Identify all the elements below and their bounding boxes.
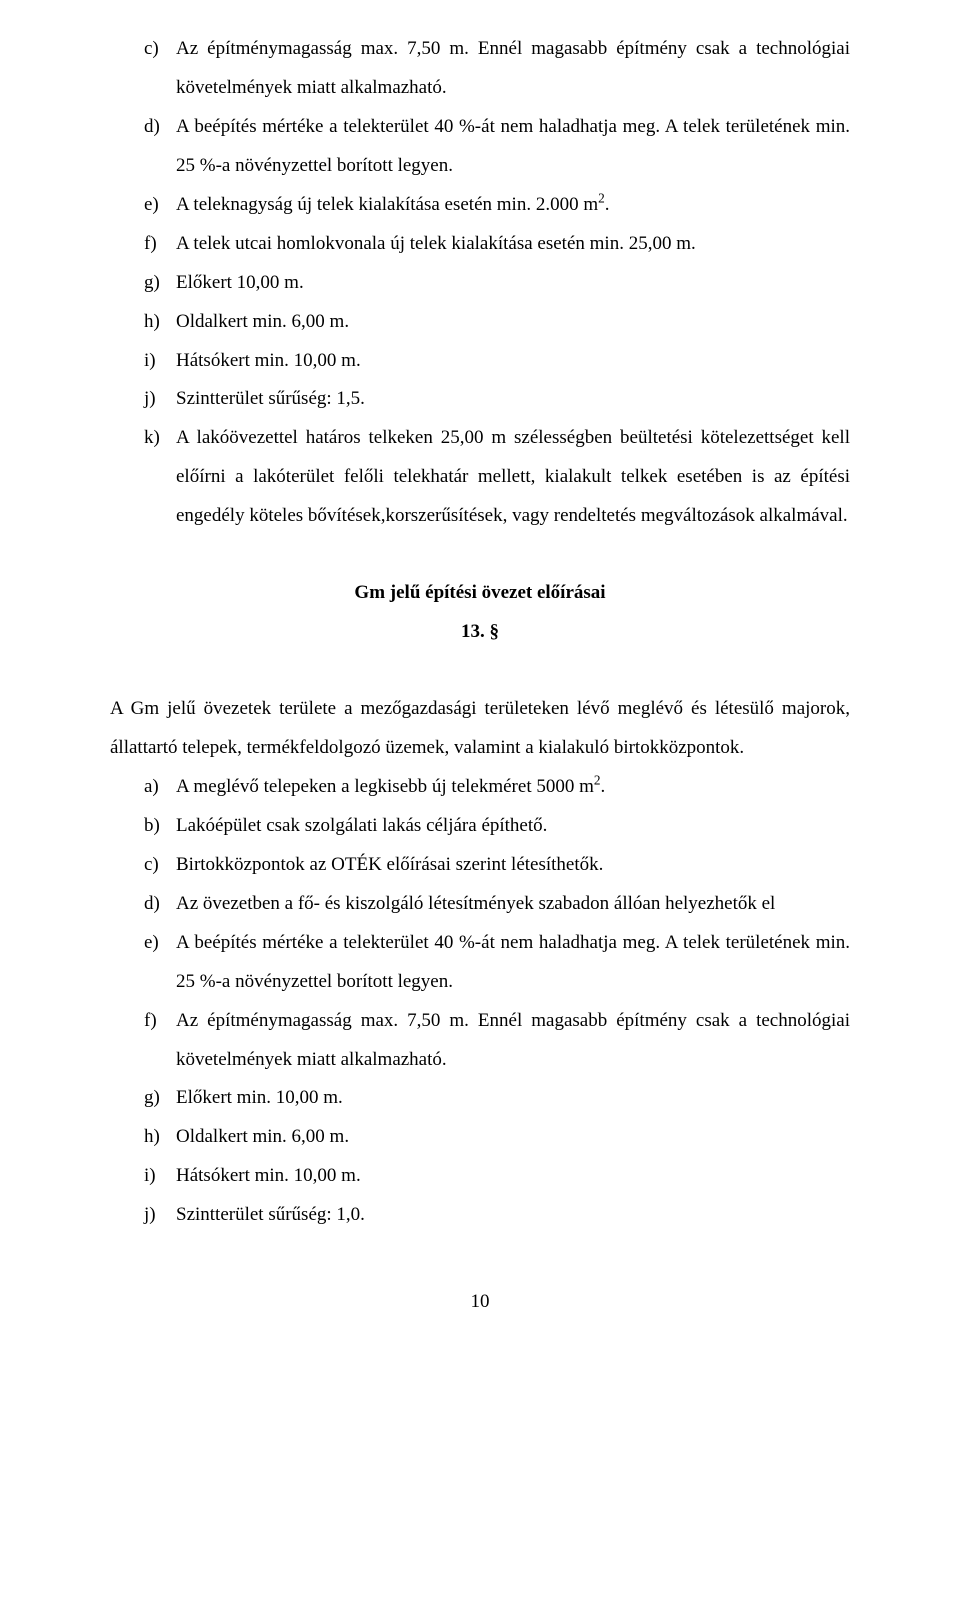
list-marker: i) [140,1157,176,1196]
list-marker: j) [140,1196,176,1235]
list-item: k) A lakóövezettel határos telkeken 25,0… [110,419,850,536]
list-text: Oldalkert min. 6,00 m. [176,1118,850,1157]
page-number: 10 [110,1283,850,1322]
list-text: A telek utcai homlokvonala új telek kial… [176,225,850,264]
list-text: Az övezetben a fő- és kiszolgáló létesít… [176,885,850,924]
list-item: c) Birtokközpontok az OTÉK előírásai sze… [110,846,850,885]
list-text: Az építménymagasság max. 7,50 m. Ennél m… [176,30,850,108]
list-text: A lakóövezettel határos telkeken 25,00 m… [176,419,850,536]
list-item: j) Szintterület sűrűség: 1,0. [110,1196,850,1235]
list-marker: h) [140,1118,176,1157]
page-container: c) Az építménymagasság max. 7,50 m. Enné… [0,0,960,1352]
list-marker: c) [140,30,176,69]
list-marker: j) [140,380,176,419]
section-heading: Gm jelű építési övezet előírásai [110,574,850,613]
list-item: e) A beépítés mértéke a telekterület 40 … [110,924,850,1002]
list-marker: f) [140,225,176,264]
list-marker: i) [140,342,176,381]
list-marker: e) [140,924,176,963]
list-marker: f) [140,1002,176,1041]
list-item: j) Szintterület sűrűség: 1,5. [110,380,850,419]
list-marker: e) [140,186,176,225]
list-item: c) Az építménymagasság max. 7,50 m. Enné… [110,30,850,108]
list-marker: k) [140,419,176,458]
list-marker: d) [140,108,176,147]
list-text: A teleknagyság új telek kialakítása eset… [176,186,850,225]
list-text: Előkert min. 10,00 m. [176,1079,850,1118]
list-marker: a) [140,768,176,807]
list-text: Az építménymagasság max. 7,50 m. Ennél m… [176,1002,850,1080]
list-text: Lakóépület csak szolgálati lakás céljára… [176,807,850,846]
list-item: h) Oldalkert min. 6,00 m. [110,1118,850,1157]
list-marker: d) [140,885,176,924]
section-number: 13. § [110,613,850,652]
list-text: Előkert 10,00 m. [176,264,850,303]
list-text: Hátsókert min. 10,00 m. [176,342,850,381]
text-fragment: A teleknagyság új telek kialakítása eset… [176,194,598,215]
list-item: a) A meglévő telepeken a legkisebb új te… [110,768,850,807]
list-text: Birtokközpontok az OTÉK előírásai szerin… [176,846,850,885]
list-text: Oldalkert min. 6,00 m. [176,303,850,342]
text-fragment: . [601,776,606,797]
list-marker: b) [140,807,176,846]
list-text: A beépítés mértéke a telekterület 40 %-á… [176,108,850,186]
list-marker: g) [140,264,176,303]
superscript: 2 [594,773,601,788]
list-item: e) A teleknagyság új telek kialakítása e… [110,186,850,225]
list-item: f) Az építménymagasság max. 7,50 m. Enné… [110,1002,850,1080]
list-item: h) Oldalkert min. 6,00 m. [110,303,850,342]
list-item: i) Hátsókert min. 10,00 m. [110,342,850,381]
list-marker: g) [140,1079,176,1118]
superscript: 2 [598,190,605,205]
text-fragment: . [605,194,610,215]
list-item: g) Előkert min. 10,00 m. [110,1079,850,1118]
list-text: A beépítés mértéke a telekterület 40 %-á… [176,924,850,1002]
list-marker: c) [140,846,176,885]
list-text: Szintterület sűrűség: 1,5. [176,380,850,419]
list-item: d) A beépítés mértéke a telekterület 40 … [110,108,850,186]
text-fragment: A meglévő telepeken a legkisebb új telek… [176,776,594,797]
list-item: g) Előkert 10,00 m. [110,264,850,303]
list-item: i) Hátsókert min. 10,00 m. [110,1157,850,1196]
paragraph: A Gm jelű övezetek területe a mezőgazdas… [110,690,850,768]
list-item: b) Lakóépület csak szolgálati lakás célj… [110,807,850,846]
list-text: A meglévő telepeken a legkisebb új telek… [176,768,850,807]
list-marker: h) [140,303,176,342]
list-item: f) A telek utcai homlokvonala új telek k… [110,225,850,264]
list-text: Hátsókert min. 10,00 m. [176,1157,850,1196]
list-text: Szintterület sűrűség: 1,0. [176,1196,850,1235]
list-item: d) Az övezetben a fő- és kiszolgáló léte… [110,885,850,924]
